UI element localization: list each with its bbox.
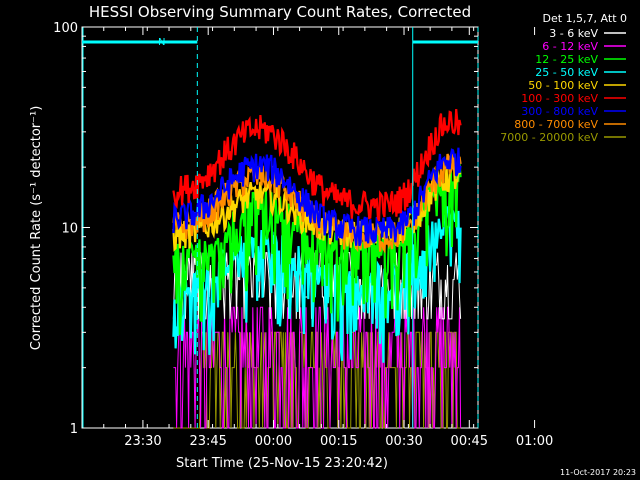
chart-title: HESSI Observing Summary Count Rates, Cor… [89,3,471,21]
x-tick-label: 00:45 [451,434,488,449]
legend-title: Det 1,5,7, Att 0 [543,12,627,25]
y-tick-label: 100 [53,21,78,36]
legend-label: 3 - 6 keV [549,27,598,40]
axis-layer: 1 10 100 23:30 23:45 00:00 00:15 00:30 00:45 01:0… [53,21,553,449]
legend-label: 25 - 50 keV [535,66,598,79]
legend-label: 6 - 12 keV [542,40,598,53]
x-tick-label: 00:15 [320,434,357,449]
plot-layer [82,27,479,429]
y-tick-label: 10 [61,222,78,237]
legend-label: 100 - 300 keV [521,92,598,105]
x-axis-label: Start Time (25-Nov-15 23:20:42) [176,456,388,471]
x-tick-label: 01:00 [516,434,553,449]
x-tick-label: 00:30 [385,434,422,449]
legend-label: 12 - 25 keV [535,53,598,66]
x-tick-label: 00:00 [255,434,292,449]
y-axis-label: Corrected Count Rate (s⁻¹ detector⁻¹) [29,106,44,351]
legend-label: 7000 - 20000 keV [500,131,598,144]
y-tick-label: 1 [70,422,78,437]
timestamp: 11-Oct-2017 20:23 [560,468,636,477]
attenuator-label: N [158,37,165,48]
x-tick-label: 23:45 [189,434,226,449]
x-tick-label: 23:30 [124,434,161,449]
legend-label: 800 - 7000 keV [514,118,598,131]
legend-label: 300 - 800 keV [521,105,598,118]
legend-label: 50 - 100 keV [528,79,598,92]
